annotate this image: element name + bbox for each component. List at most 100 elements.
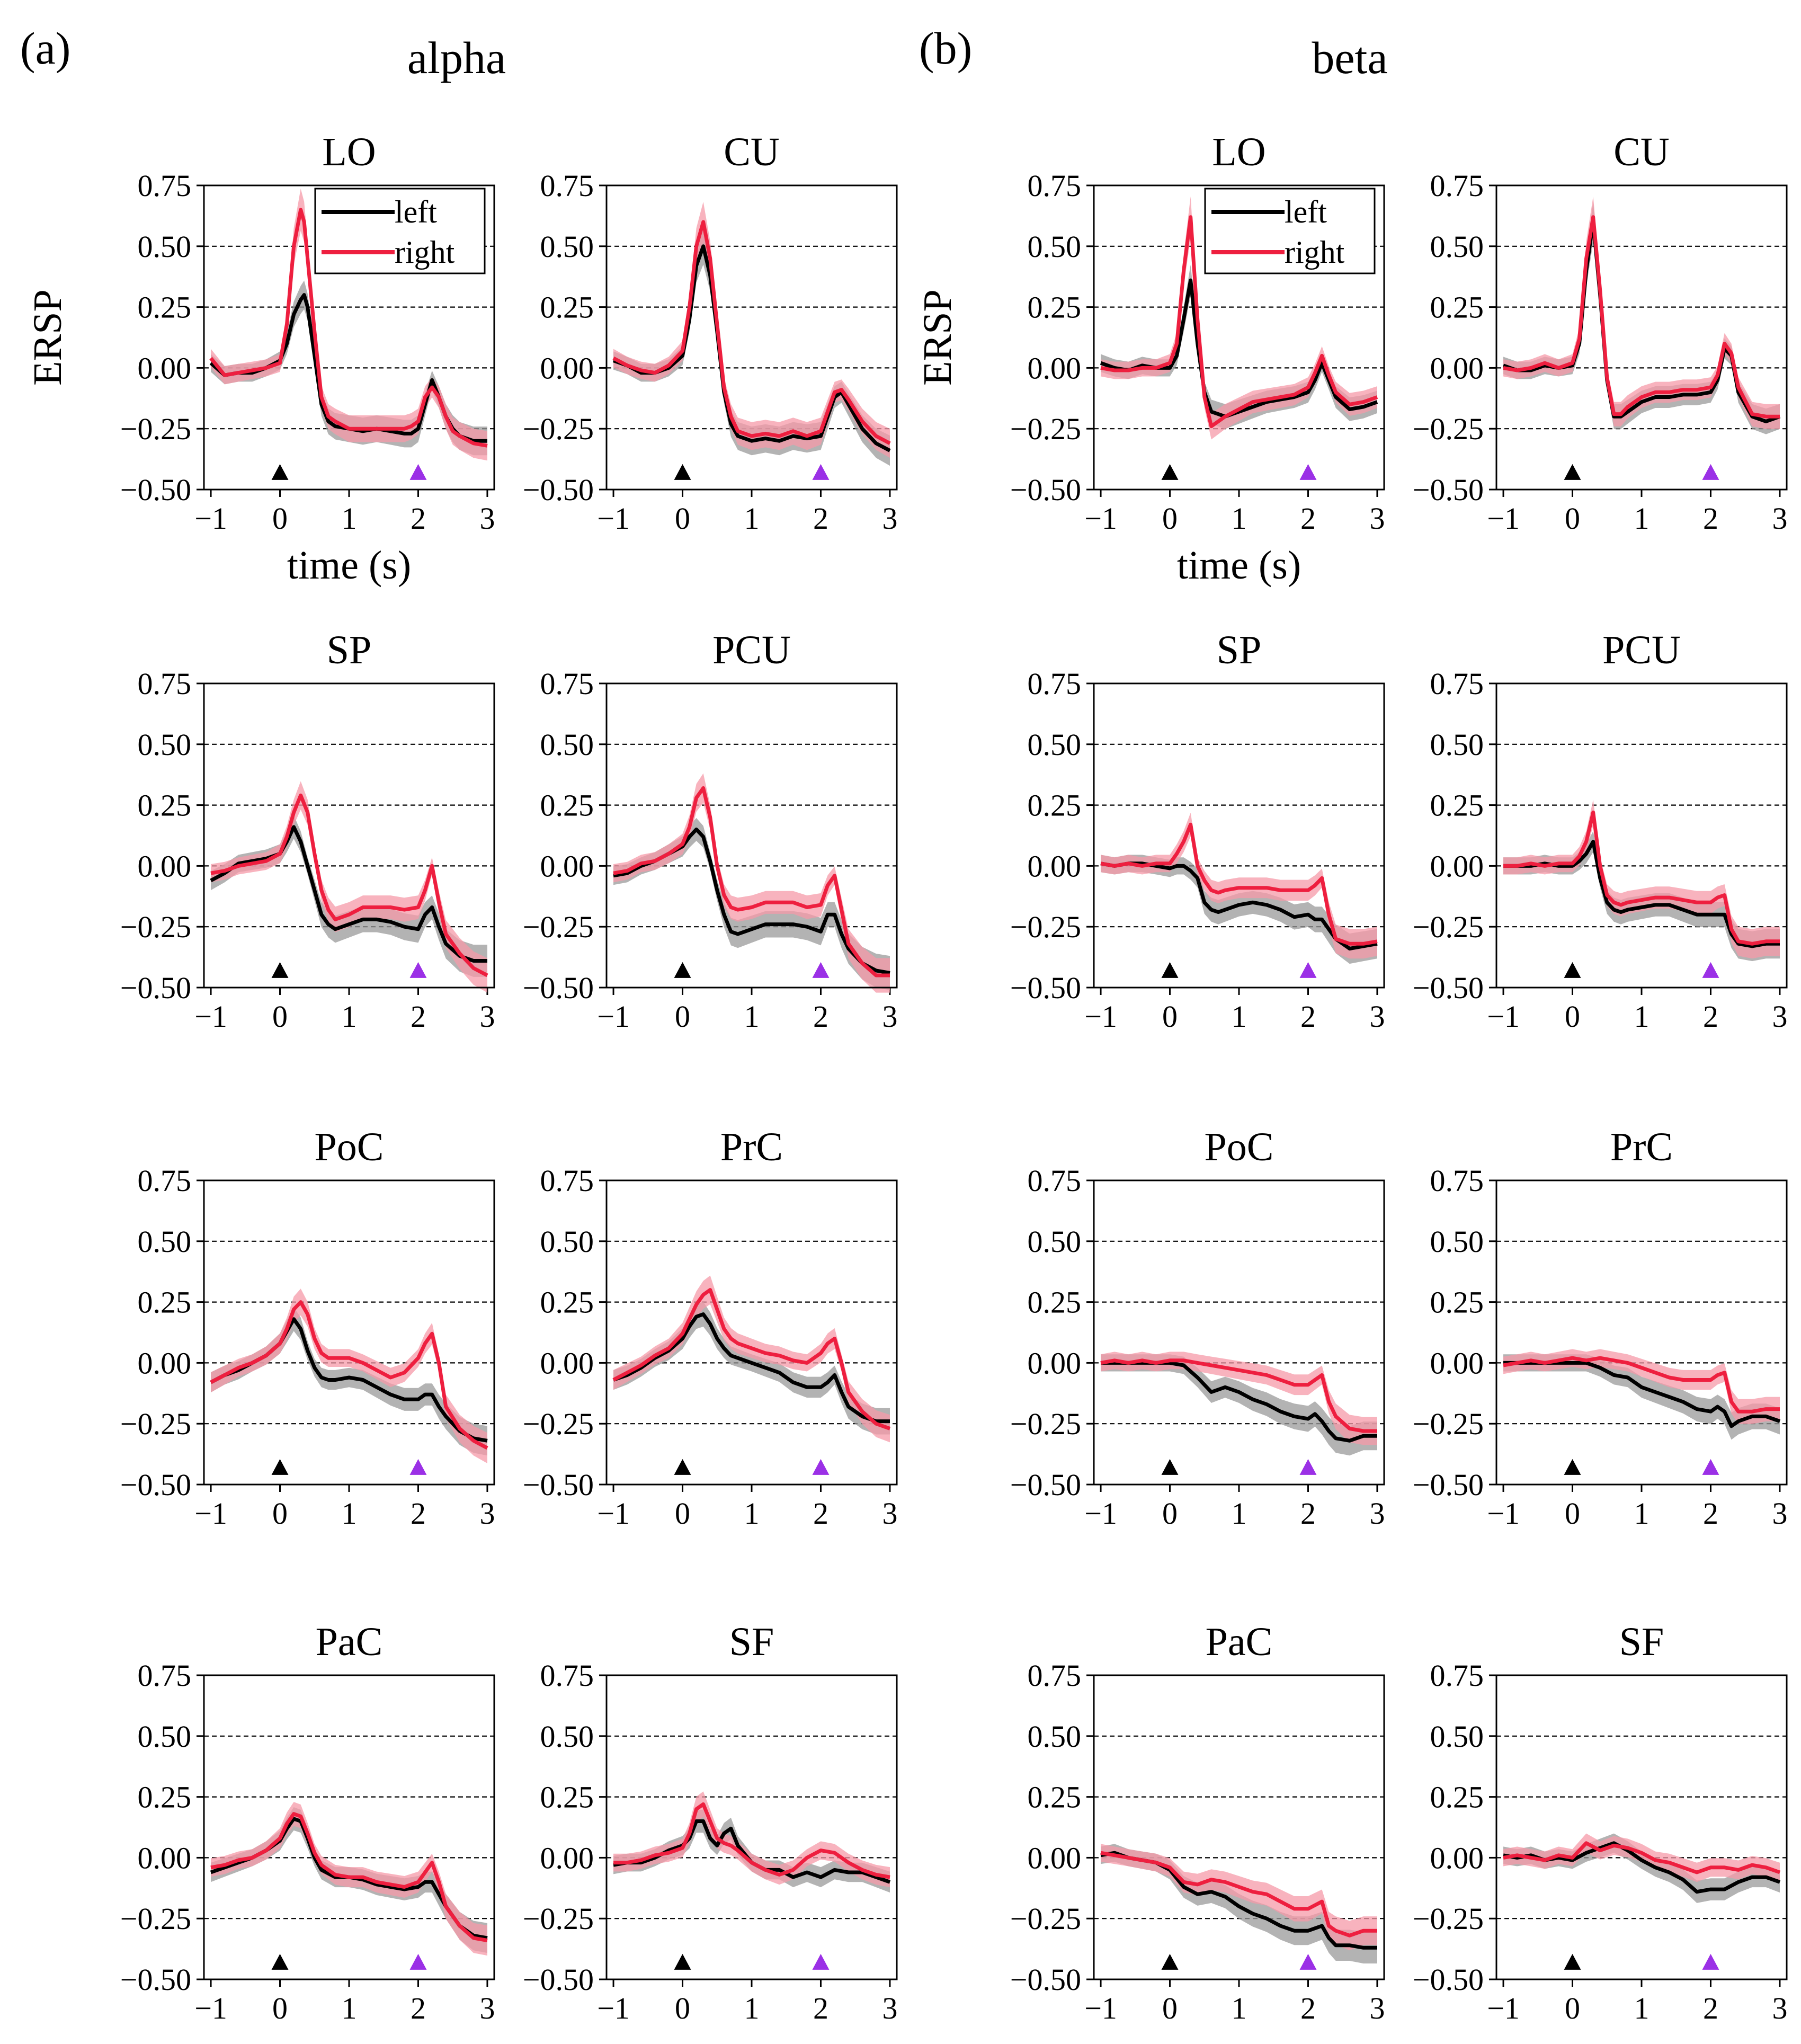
band-right [211,189,487,461]
series-line-right [1100,215,1378,429]
band-left [1503,1354,1780,1440]
series-line-left [1100,861,1378,950]
y-tick-label: 0.75 [1430,1163,1484,1198]
marker-go [812,1953,830,1970]
series-line-right [1100,1851,1377,1938]
x-tick-label: 1 [342,1496,357,1531]
series-line-left [612,244,891,452]
x-tick-label: 0 [272,999,288,1034]
y-tick-label: 0.25 [1430,788,1484,823]
panel-beta-cu: CU 0.75 0.50 0.25 0.00 −0.25 −0.50−1 0 1 2 3 [1413,130,1788,536]
panel-beta-sp: SP 0.75 0.50 0.25 0.00 −0.25 −0.50−1 0 1 2 3 [1010,628,1385,1034]
y-tick-label: 0.50 [138,229,192,264]
y-tick-label: 0.50 [1430,727,1484,762]
legend-label-left: left [1285,194,1327,229]
y-tick-label: 0.75 [1028,1163,1082,1198]
marker-cue [1564,464,1581,480]
legend: left right [314,188,486,274]
y-tick-label: −0.25 [523,412,594,446]
axes-frame [605,682,898,989]
panel-alpha-poc: PoC 0.75 0.50 0.25 0.00 −0.25 −0.50−1 0 1 2 3 [120,1125,495,1531]
y-tick-label: 0.00 [1430,351,1484,385]
y-tick-label: 0.25 [138,788,192,823]
panel-title-beta-sf: SF [1619,1620,1664,1664]
x-tick-label: −1 [194,999,227,1034]
series-line-right [1503,1356,1780,1414]
x-tick-label: 0 [1162,999,1178,1034]
y-tick-label: 0.25 [540,788,594,823]
x-tick-label: 1 [342,999,357,1034]
marker-cue [271,962,289,978]
x-tick-label: 1 [744,1496,760,1531]
panel-title-alpha-prc: PrC [720,1125,783,1169]
x-tick-label: 3 [882,501,897,536]
y-tick-label: −0.25 [523,1901,594,1936]
x-tick-label: −1 [597,999,630,1034]
x-tick-label: −1 [194,1991,227,2025]
y-tick-label: 0.75 [1430,168,1484,203]
y-tick-label: 0.75 [540,1658,594,1693]
x-tick-label: 2 [813,1496,828,1531]
x-tick-label: 2 [1300,1991,1316,2025]
x-tick-label: 2 [1300,1496,1316,1531]
x-tick-label: 0 [1565,1991,1580,2025]
x-tick-label: 0 [272,501,288,536]
marker-cue [674,464,691,480]
x-tick-label: 2 [1703,501,1718,536]
panel-alpha-pcu: PCU 0.75 0.50 0.25 0.00 −0.25 −0.50−1 0 1 2 3 [523,628,898,1034]
x-tick-label: 2 [1703,1991,1718,2025]
marker-go [409,1953,427,1970]
panel-title-alpha-pcu: PCU [712,628,791,672]
y-tick-label: −0.50 [1413,1962,1484,1997]
series-line-right [612,1288,891,1430]
marker-cue [271,1953,289,1970]
x-axis-label: time (s) [287,543,411,588]
series-line-left [613,1819,891,1884]
series-line-right [1503,215,1780,419]
axes-frame [605,1674,898,1980]
panel-beta-poc: PoC 0.75 0.50 0.25 0.00 −0.25 −0.50−1 0 1 2 3 [1010,1125,1385,1531]
x-tick-label: 3 [882,1991,897,2025]
y-tick-label: 0.00 [540,351,594,385]
marker-go [1299,1953,1317,1970]
x-tick-label: 2 [813,999,828,1034]
y-tick-label: 0.25 [138,290,192,325]
x-axis-label: time (s) [1177,543,1301,588]
marker-go [1702,464,1719,480]
y-tick-label: 0.00 [1430,1841,1484,1875]
x-tick-label: 3 [1369,1991,1385,2025]
marker-go [812,464,830,480]
x-tick-label: 3 [882,999,897,1034]
y-tick-label: −0.50 [523,971,594,1005]
y-tick-label: 0.75 [540,1163,594,1198]
y-tick-label: −0.50 [1010,1468,1081,1502]
panel-title-alpha-lo: LO [322,130,376,174]
marker-go [812,1459,830,1475]
band-left [1101,855,1377,964]
y-tick-label: −0.50 [1010,473,1081,507]
x-tick-label: −1 [194,501,227,536]
series-line-left [612,1312,890,1424]
x-tick-label: −1 [1084,1496,1117,1531]
group-band-beta: beta [1312,32,1387,83]
y-tick-label: −0.25 [1010,910,1081,944]
series-line-left [210,825,487,963]
x-tick-label: 1 [1232,501,1247,536]
x-tick-label: 3 [1772,999,1787,1034]
y-tick-label: −0.50 [523,1962,594,1997]
legend: left right [1204,188,1376,274]
group-tag-a: (a) [20,23,70,74]
marker-go [1299,962,1317,978]
band-left [1101,1354,1377,1456]
x-tick-label: 3 [1772,1991,1787,2025]
band-right [1503,196,1780,429]
x-tick-label: −1 [1084,1991,1117,2025]
panel-title-alpha-sp: SP [327,628,372,672]
series-line-right [1503,810,1780,946]
marker-go [409,1459,427,1475]
y-tick-label: 0.50 [1028,1719,1082,1754]
band-left [613,1809,890,1893]
y-tick-label: −0.50 [120,1468,191,1502]
axes-frame [1093,682,1385,989]
